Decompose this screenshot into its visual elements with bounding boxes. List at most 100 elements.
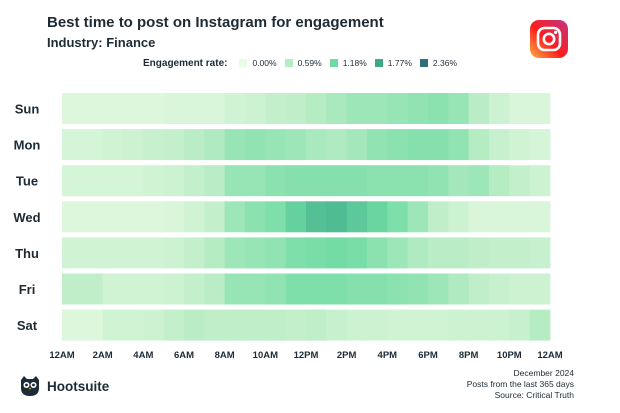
- heatmap-cell: [509, 273, 531, 305]
- heatmap-cell: [245, 237, 266, 269]
- heatmap-cell: [163, 93, 185, 124]
- heatmap-cell: [265, 201, 287, 233]
- heatmap-cell: [143, 201, 165, 233]
- heatmap-cell: [285, 273, 307, 305]
- heatmap-cell: [407, 201, 429, 233]
- heatmap-cell: [204, 93, 226, 124]
- heatmap-cell: [184, 93, 205, 124]
- heatmap-cell: [509, 237, 531, 269]
- heatmap-cell: [143, 129, 165, 161]
- heatmap-cell: [82, 165, 104, 197]
- heatmap-cell: [346, 309, 368, 341]
- heatmap-cell: [529, 237, 551, 269]
- heatmap-cell: [346, 201, 368, 233]
- legend-item: 2.36%: [419, 58, 458, 68]
- heatmap-cell: [245, 273, 266, 305]
- heatmap-cell: [285, 165, 307, 197]
- heatmap-cell: [367, 201, 388, 233]
- x-tick-label: 12AM: [49, 350, 74, 361]
- heatmap-cell: [62, 201, 83, 233]
- heatmap-cell: [509, 201, 531, 233]
- heatmap-cell: [509, 309, 531, 341]
- heatmap-cell: [102, 129, 124, 161]
- heatmap-cell: [123, 129, 144, 161]
- heatmap-cell: [529, 129, 551, 161]
- heatmap-cell: [468, 237, 490, 269]
- heatmap-cell: [184, 165, 205, 197]
- heatmap-cell: [509, 165, 531, 197]
- legend-label: 0.00%: [252, 58, 277, 68]
- heatmap-cell: [102, 309, 124, 341]
- heatmap-cell: [123, 237, 144, 269]
- heatmap-cell: [102, 237, 124, 269]
- heatmap-cell: [62, 273, 83, 305]
- hootsuite-brand: Hootsuite: [19, 376, 109, 396]
- heatmap-cell: [367, 165, 388, 197]
- heatmap-cell: [306, 93, 327, 124]
- heatmap-cell: [82, 273, 104, 305]
- brand-name: Hootsuite: [47, 378, 110, 394]
- heatmap-cell: [143, 93, 165, 124]
- x-tick-label: 12AM: [537, 350, 562, 361]
- heatmap-cell: [326, 273, 348, 305]
- heatmap-cell: [489, 93, 510, 124]
- heatmap-cell: [204, 237, 226, 269]
- heatmap-cell: [326, 93, 348, 124]
- heatmap-cell: [184, 201, 205, 233]
- heatmap-cell: [224, 201, 246, 233]
- heatmap-cell: [62, 93, 83, 124]
- heatmap-cell: [489, 273, 510, 305]
- heatmap-cell: [489, 129, 510, 161]
- heatmap-cell: [184, 273, 205, 305]
- heatmap-cell: [428, 165, 449, 197]
- heatmap-cell: [82, 309, 104, 341]
- x-tick-label: 6AM: [174, 350, 194, 361]
- footer-date: December 2024: [513, 368, 574, 378]
- heatmap-cell: [529, 309, 551, 341]
- legend-item: 1.18%: [329, 58, 367, 68]
- legend-item: 0.00%: [239, 58, 277, 68]
- heatmap-cell: [143, 165, 165, 197]
- heatmap-cell: [387, 165, 409, 197]
- legend-label: 1.77%: [387, 58, 412, 68]
- heatmap-cell: [428, 93, 449, 124]
- heatmap-cell: [448, 165, 470, 197]
- x-tick-label: 2AM: [93, 350, 113, 361]
- heatmap-cell: [346, 165, 368, 197]
- heatmap-cell: [285, 237, 307, 269]
- heatmap-cell: [62, 165, 83, 197]
- heatmap-cell: [245, 309, 266, 341]
- heatmap-cell: [184, 309, 205, 341]
- heatmap-cell: [428, 309, 449, 341]
- heatmap-cell: [204, 129, 226, 161]
- heatmap-cell: [387, 237, 409, 269]
- heatmap-cell: [143, 237, 165, 269]
- heatmap-cell: [82, 129, 104, 161]
- heatmap-cell: [367, 93, 388, 124]
- heatmap-cell: [123, 273, 144, 305]
- heatmap-cell: [367, 237, 388, 269]
- heatmap-cell: [529, 93, 551, 124]
- heatmap-cell: [163, 237, 185, 269]
- heatmap-cell: [62, 309, 83, 341]
- heatmap-cell: [468, 165, 490, 197]
- heatmap-cell: [448, 237, 470, 269]
- heatmap-cell: [123, 309, 144, 341]
- heatmap-cell: [285, 201, 307, 233]
- heatmap-cell: [326, 165, 348, 197]
- footer-source: Source: Critical Truth: [494, 390, 574, 400]
- heatmap-cell: [326, 237, 348, 269]
- heatmap-cell: [204, 201, 226, 233]
- legend-swatch: [374, 59, 383, 67]
- heatmap-cell: [448, 309, 470, 341]
- legend-label: 2.36%: [432, 58, 458, 68]
- heatmap-cell: [265, 165, 287, 197]
- heatmap-cell: [387, 129, 409, 161]
- heatmap-cell: [265, 93, 287, 124]
- heatmap-cell: [346, 93, 368, 124]
- legend-label: 0.59%: [297, 58, 322, 68]
- heatmap-cell: [489, 309, 510, 341]
- heatmap-cell: [224, 93, 246, 124]
- heatmap-cell: [245, 165, 266, 197]
- heatmap-cell: [407, 93, 429, 124]
